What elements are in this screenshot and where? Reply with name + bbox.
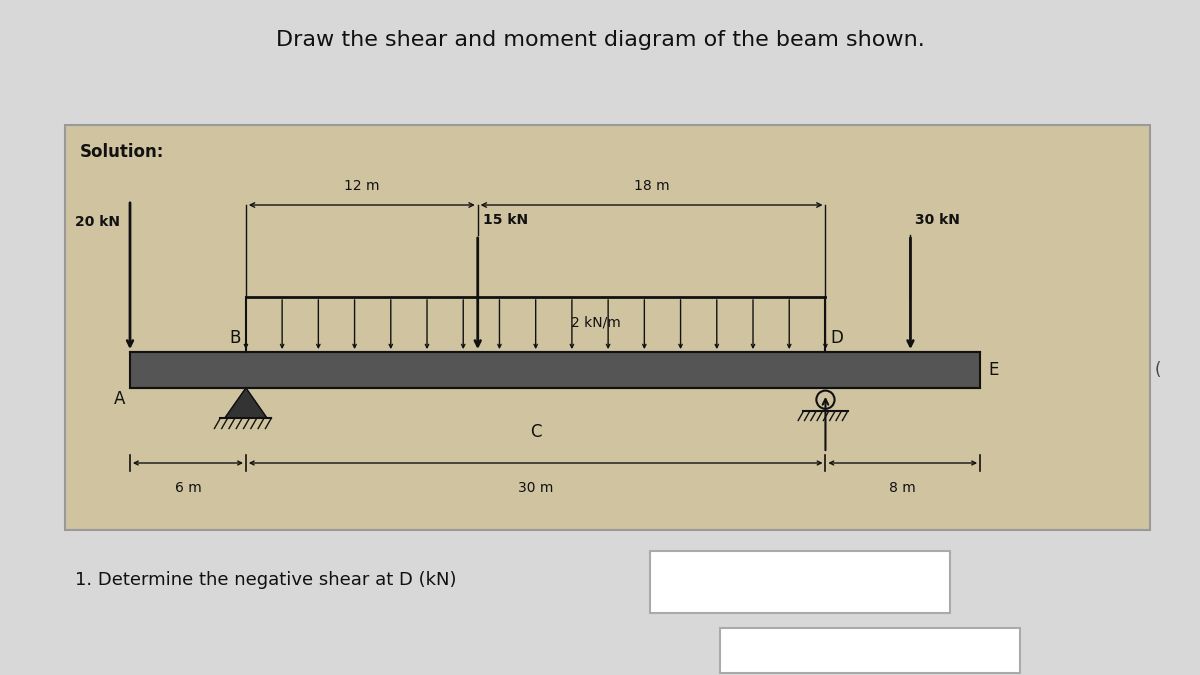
Text: 2 kN/m: 2 kN/m — [571, 315, 620, 329]
Bar — [720, 628, 1020, 673]
Text: C: C — [530, 423, 541, 441]
Bar — [650, 551, 950, 613]
Text: B: B — [229, 329, 241, 347]
Text: 8 m: 8 m — [889, 481, 916, 495]
Bar — [130, 352, 980, 388]
Text: 1. Determine the negative shear at D (kN): 1. Determine the negative shear at D (kN… — [74, 571, 456, 589]
Text: 30 m: 30 m — [518, 481, 553, 495]
Text: 12 m: 12 m — [344, 179, 379, 193]
Text: E: E — [988, 361, 998, 379]
Text: 15 kN: 15 kN — [482, 213, 528, 227]
Text: A: A — [114, 390, 125, 408]
Bar — [65, 125, 1150, 530]
Text: 6 m: 6 m — [174, 481, 202, 495]
Text: D: D — [830, 329, 844, 347]
Text: Solution:: Solution: — [80, 143, 164, 161]
Text: (: ( — [1154, 361, 1162, 379]
Text: 20 kN: 20 kN — [74, 215, 120, 229]
Text: 18 m: 18 m — [634, 179, 670, 193]
Text: Draw the shear and moment diagram of the beam shown.: Draw the shear and moment diagram of the… — [276, 30, 924, 50]
Text: 30 kN: 30 kN — [916, 213, 960, 227]
Polygon shape — [224, 388, 266, 418]
